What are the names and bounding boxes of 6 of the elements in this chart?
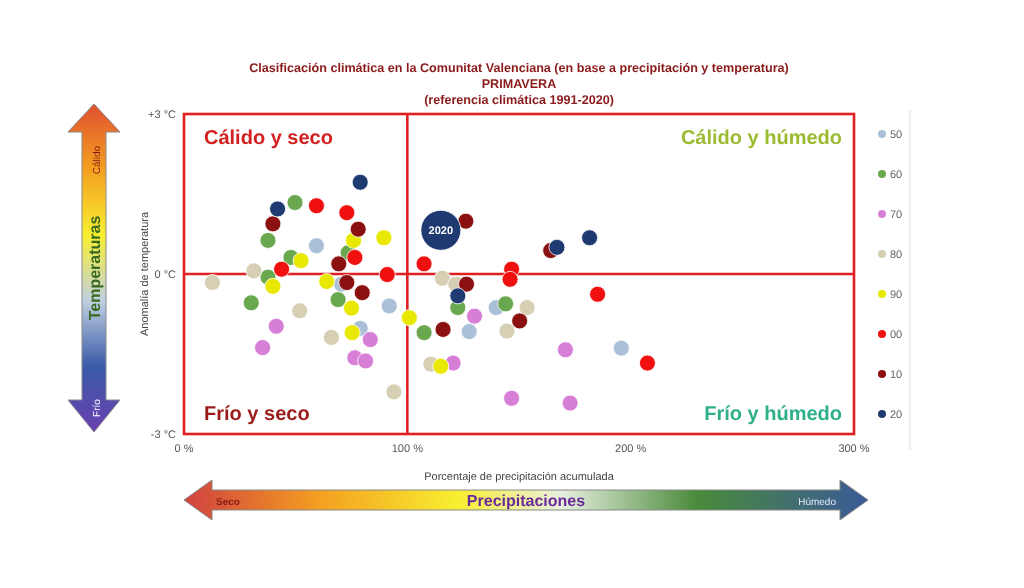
annotation: Frío y seco bbox=[204, 404, 310, 426]
text: Temperaturas bbox=[86, 214, 104, 321]
annotation: Cálido y seco bbox=[204, 128, 333, 150]
annotation: Frío y húmedo bbox=[704, 404, 842, 426]
annotation: Cálido y húmedo bbox=[680, 128, 842, 150]
text: Precipitaciones bbox=[466, 492, 587, 510]
